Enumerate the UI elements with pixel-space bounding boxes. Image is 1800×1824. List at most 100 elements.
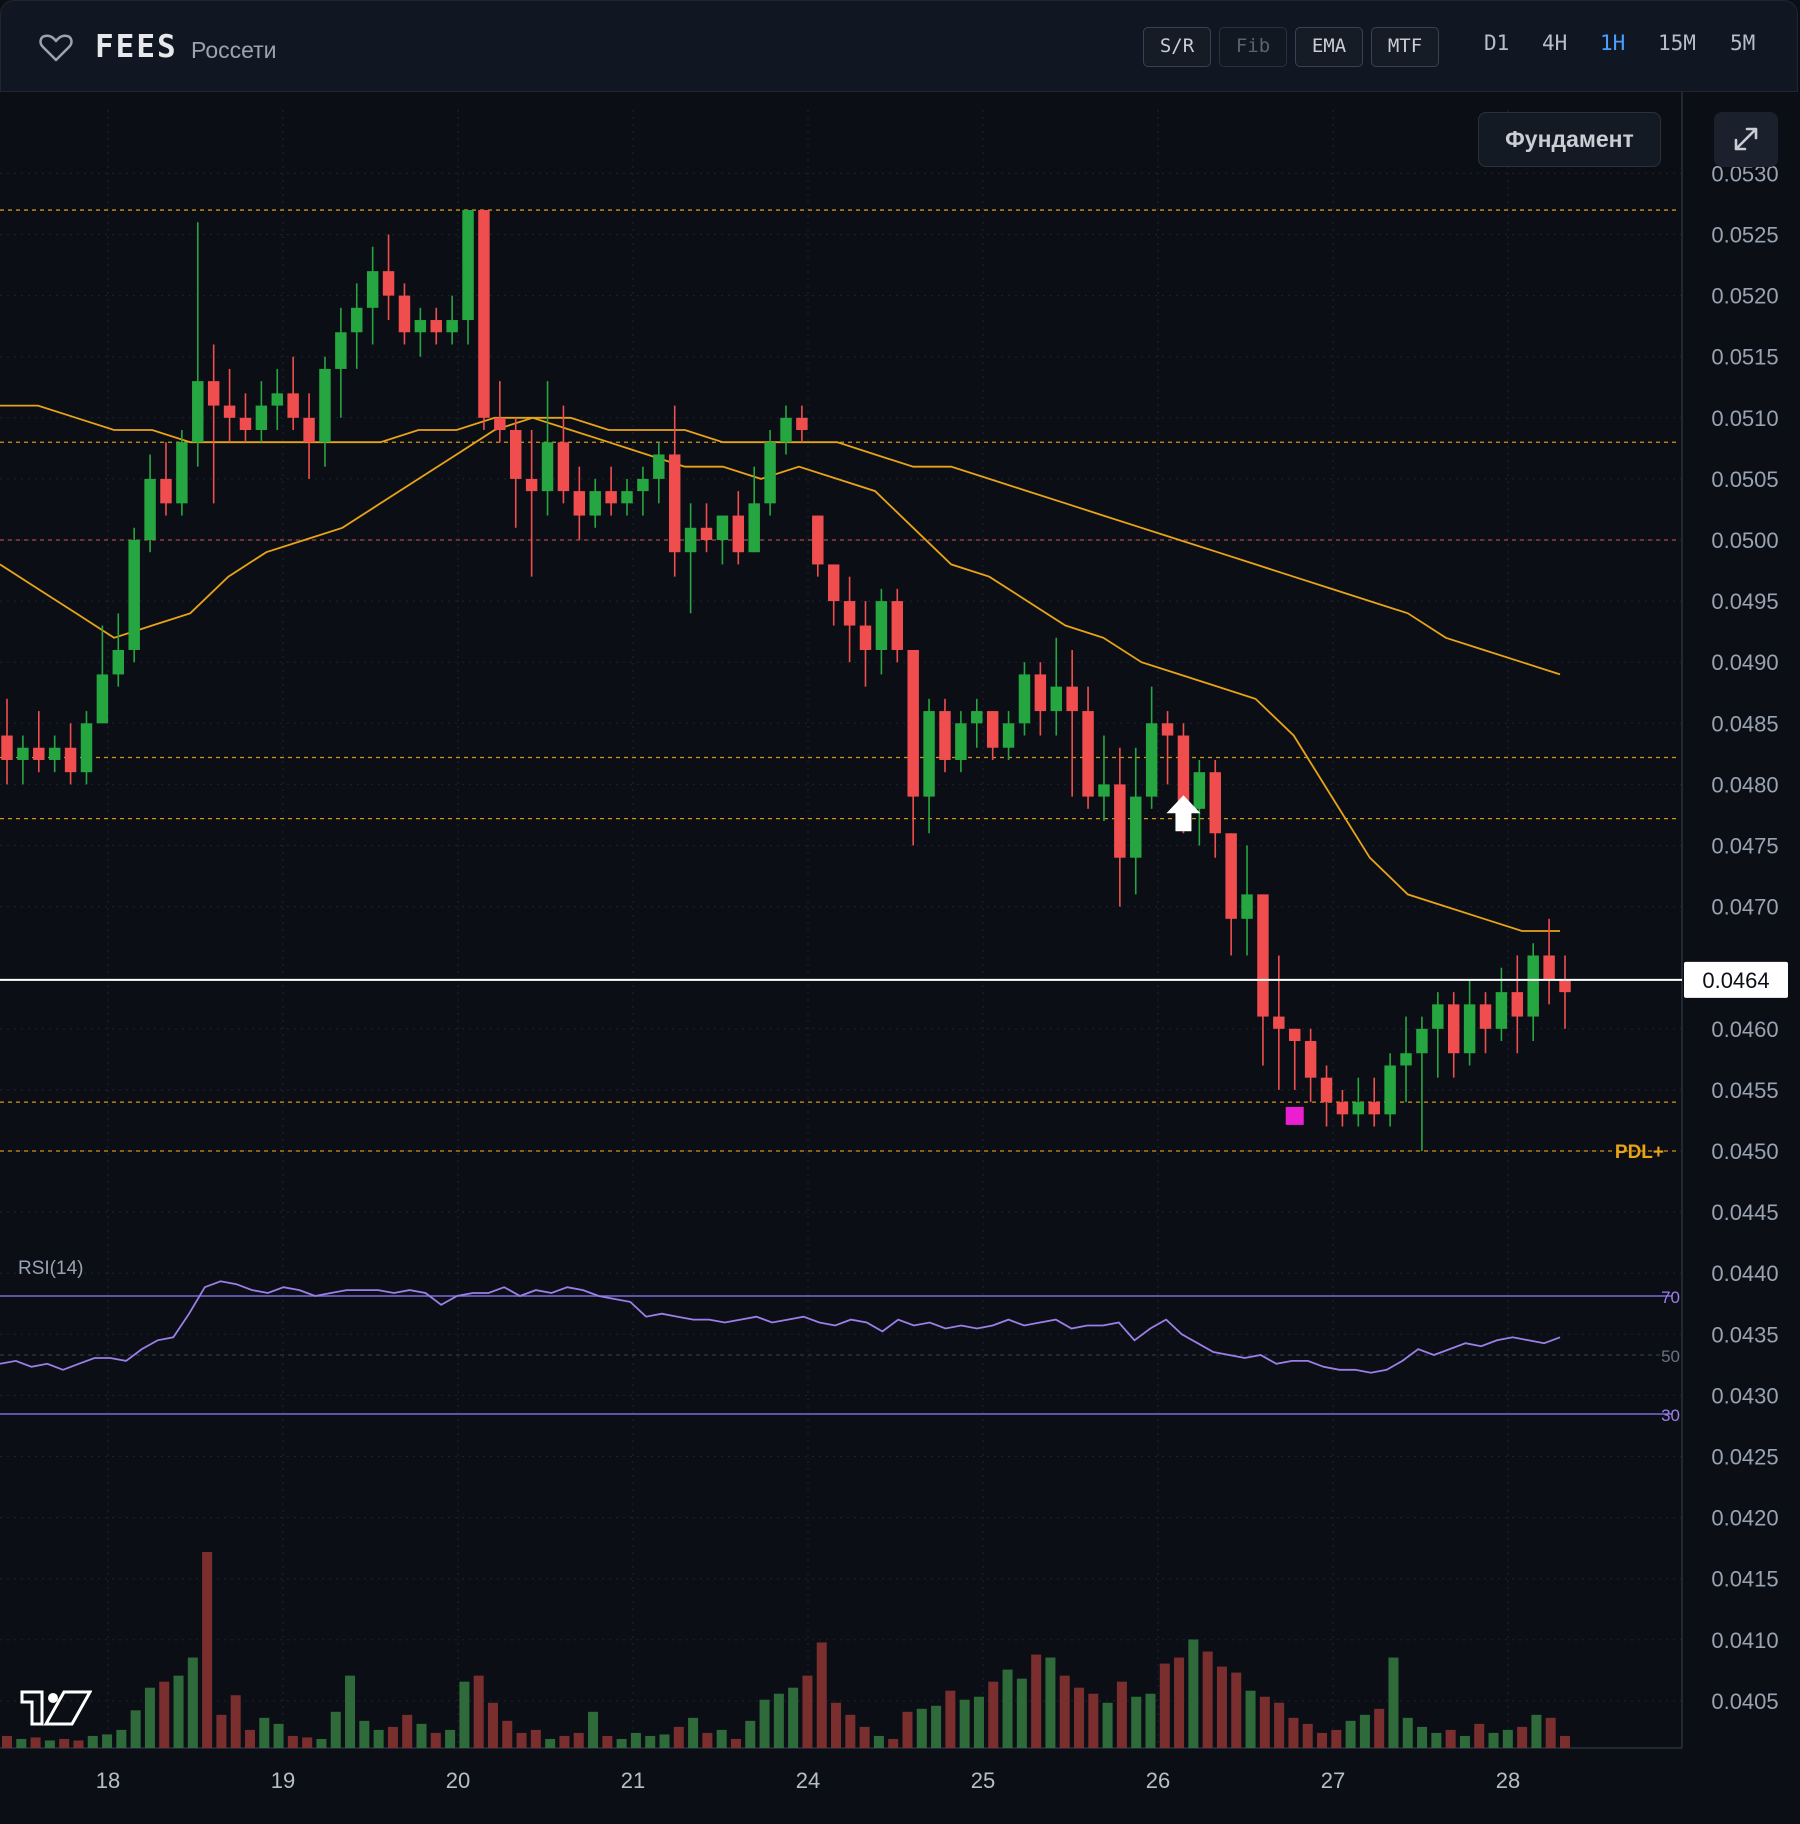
price-tick-label: 0.0525	[1711, 223, 1778, 248]
sr-levels: PDL+	[0, 209, 1676, 1163]
volume-bar	[988, 1681, 999, 1748]
toggle-mtf-button[interactable]: MTF	[1371, 27, 1439, 67]
candle-body	[907, 649, 919, 797]
price-tick-label: 0.0435	[1711, 1322, 1778, 1347]
ema-line	[0, 404, 1561, 676]
candle-body	[48, 747, 61, 760]
price-tick-label: 0.0505	[1711, 467, 1778, 492]
candle-body	[176, 442, 188, 504]
candle-body	[1082, 711, 1094, 797]
volume-bar	[1288, 1717, 1299, 1748]
candle-body	[446, 320, 458, 333]
candle-body	[573, 491, 586, 516]
volume-bar	[130, 1710, 141, 1748]
rsi-level-label: 30	[1661, 1406, 1680, 1425]
candle-body	[1384, 1065, 1396, 1115]
rsi-level-label: 50	[1661, 1347, 1680, 1366]
candle-body	[1559, 979, 1571, 993]
timeframe-4h[interactable]: 4H	[1542, 31, 1568, 55]
volume-bar	[831, 1702, 842, 1748]
candle-body	[1114, 784, 1126, 858]
volume-bar	[273, 1723, 284, 1748]
volume-bar	[345, 1675, 356, 1748]
volume-bar	[59, 1738, 70, 1748]
candle-body	[1273, 1016, 1285, 1029]
candle-body	[1130, 796, 1142, 858]
candle-body	[684, 527, 697, 553]
candle-body	[1241, 894, 1253, 919]
price-tick-label: 0.0460	[1711, 1017, 1778, 1042]
candle-body	[589, 491, 601, 516]
volume-bar	[673, 1726, 684, 1748]
heart-icon[interactable]	[39, 33, 73, 63]
rsi-panel: RSI(14) 70 50 30	[0, 1258, 1680, 1425]
candle-body	[128, 540, 140, 650]
price-tick-label: 0.0405	[1711, 1689, 1778, 1714]
volume-bar	[287, 1735, 298, 1748]
candle-body	[1479, 1004, 1492, 1029]
candle-body	[112, 649, 125, 675]
candle-body	[160, 478, 172, 504]
expand-button[interactable]	[1714, 112, 1778, 167]
candle-body	[764, 442, 776, 504]
candle-body	[796, 417, 808, 431]
price-tick-label: 0.0415	[1711, 1567, 1778, 1592]
candle-body	[303, 417, 315, 443]
candle-body	[1320, 1077, 1333, 1103]
volume-bar	[773, 1693, 784, 1748]
time-tick-label: 26	[1146, 1768, 1170, 1793]
price-tick-label: 0.0430	[1711, 1383, 1778, 1408]
price-tick-label: 0.0485	[1711, 711, 1778, 736]
volume-bar	[1216, 1666, 1227, 1748]
candle-body	[1352, 1102, 1365, 1115]
timeframe-d1[interactable]: D1	[1484, 31, 1510, 55]
candle-body	[605, 491, 617, 504]
volume-bar	[330, 1711, 341, 1748]
candle-body	[430, 320, 442, 333]
volume-bar	[545, 1738, 556, 1748]
timeframe-15m[interactable]: 15M	[1658, 31, 1696, 55]
candle-body	[748, 503, 760, 553]
price-tick-label: 0.0500	[1711, 528, 1778, 553]
volume-bar	[816, 1642, 827, 1748]
candle-body	[1447, 1004, 1460, 1054]
timeframe-1h[interactable]: 1H	[1600, 31, 1626, 55]
candle-body	[843, 601, 856, 626]
fundament-button[interactable]: Фундамент	[1478, 112, 1661, 167]
signal-markers	[1166, 795, 1304, 1125]
candle-body	[780, 417, 792, 443]
volume-bar	[216, 1714, 227, 1748]
candle-body	[1098, 784, 1110, 797]
candle-body	[80, 723, 93, 773]
volume-bar	[759, 1699, 770, 1748]
volume-bar	[1488, 1732, 1499, 1748]
volume-bar	[645, 1735, 656, 1748]
tradingview-logo	[20, 1690, 92, 1726]
volume-bar	[387, 1726, 398, 1748]
price-tick-label: 0.0420	[1711, 1506, 1778, 1531]
candle-body	[1416, 1028, 1428, 1054]
candle-body	[955, 723, 967, 760]
candle-body	[557, 442, 570, 492]
candle-body	[1432, 1004, 1444, 1029]
ticker-symbol: FEES	[95, 29, 178, 65]
price-tick-label: 0.0450	[1711, 1139, 1778, 1164]
time-tick-label: 21	[621, 1768, 645, 1793]
volume-bar	[788, 1687, 799, 1748]
candle-body	[1, 735, 13, 760]
last-price-label: 0.0464	[1702, 968, 1769, 993]
volume-bar	[1202, 1651, 1213, 1748]
toggle-sr-button[interactable]: S/R	[1143, 27, 1211, 67]
level-label: PDL+	[1615, 1142, 1664, 1163]
time-tick-label: 25	[971, 1768, 995, 1793]
candle-body	[986, 711, 999, 748]
toggle-ema-button[interactable]: EMA	[1295, 27, 1363, 67]
volume-bar	[745, 1720, 756, 1748]
candle-body	[1257, 894, 1269, 1017]
timeframe-5m[interactable]: 5M	[1730, 31, 1756, 55]
candle-body	[223, 405, 236, 418]
volume-bar	[1131, 1696, 1142, 1748]
toggle-fib-button[interactable]: Fib	[1219, 27, 1287, 67]
candle-body	[398, 295, 411, 333]
